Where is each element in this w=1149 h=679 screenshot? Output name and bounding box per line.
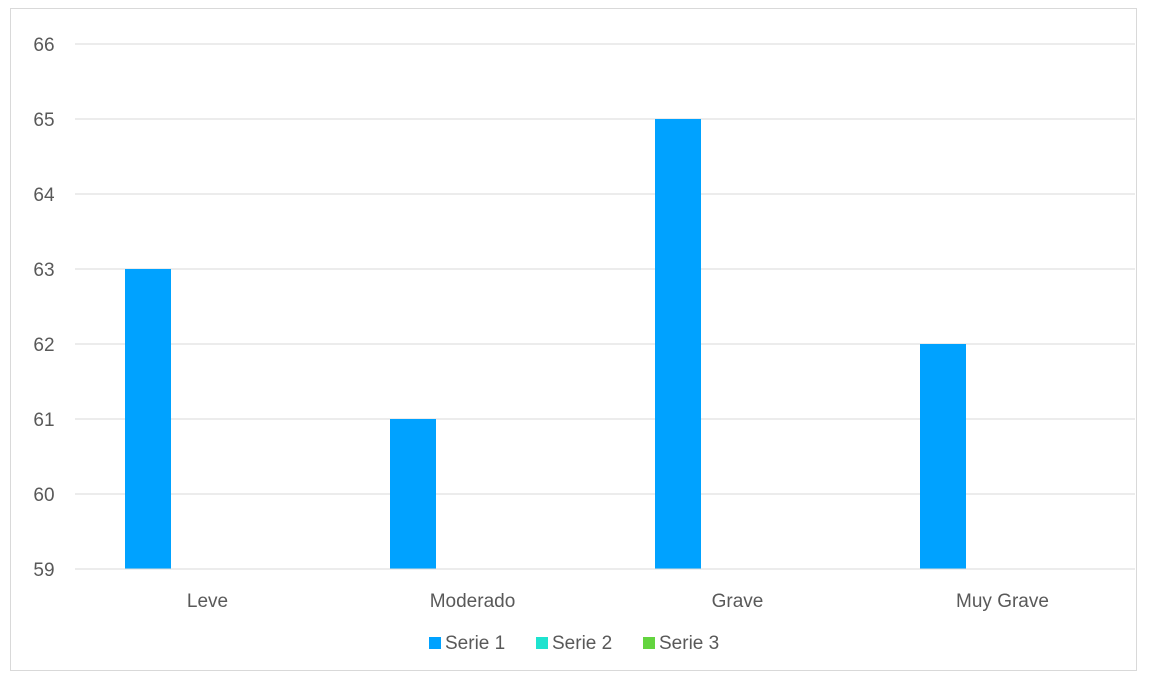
legend-swatch — [536, 637, 548, 649]
y-tick-label: 65 — [33, 110, 54, 131]
bar-chart: 59 60 61 62 63 64 65 66 Leve Moderado Grave Muy Gr… — [33, 35, 1135, 654]
gridlines — [75, 43, 1135, 495]
bar-leve — [125, 269, 171, 569]
y-tick-label: 62 — [33, 335, 54, 356]
legend-swatch — [643, 637, 655, 649]
y-tick-label: 64 — [33, 185, 55, 206]
y-tick-label: 60 — [33, 485, 54, 506]
y-tick-label: 66 — [33, 35, 54, 56]
legend-label: Serie 3 — [659, 633, 719, 654]
legend-swatch — [429, 637, 441, 649]
bar-muy-grave — [920, 344, 966, 569]
y-axis-tick-labels: 59 60 61 62 63 64 65 66 — [33, 35, 55, 581]
x-axis-category-labels: Leve Moderado Grave Muy Grave — [187, 591, 1049, 612]
legend-label: Serie 2 — [552, 633, 612, 654]
x-category-label: Grave — [712, 591, 764, 612]
x-category-label: Muy Grave — [956, 591, 1049, 612]
chart-frame: 59 60 61 62 63 64 65 66 Leve Moderado Grave Muy Gr… — [10, 8, 1137, 671]
x-category-label: Leve — [187, 591, 228, 612]
legend-label: Serie 1 — [445, 633, 505, 654]
bar-grave — [655, 119, 701, 569]
y-tick-label: 63 — [33, 260, 54, 281]
bars — [125, 119, 966, 569]
x-category-label: Moderado — [430, 591, 516, 612]
y-tick-label: 59 — [33, 560, 54, 581]
legend: Serie 1 Serie 2 Serie 3 — [429, 633, 719, 654]
bar-moderado — [390, 419, 436, 569]
y-tick-label: 61 — [33, 410, 54, 431]
